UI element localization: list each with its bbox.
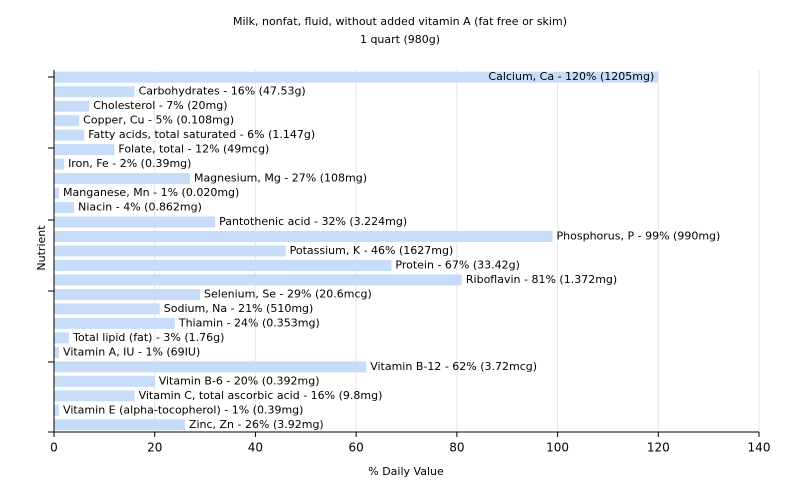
bar [54,375,155,387]
bar [54,216,216,228]
bar [54,231,553,243]
bar-label: Manganese, Mn - 1% (0.020mg) [63,186,239,199]
bar [54,100,90,112]
x-tick-label: 0 [50,441,58,455]
bar-label: Carbohydrates - 16% (47.53g) [139,85,306,98]
bar [54,173,190,185]
bar [54,288,201,300]
bar [54,71,659,83]
bar-label: Pantothenic acid - 32% (3.224mg) [219,215,407,228]
bar-label: Calcium, Ca - 120% (1205mg) [488,70,654,83]
bar-label: Selenium, Se - 29% (20.6mcg) [204,287,372,300]
bar-label: Protein - 67% (33.42g) [395,258,520,271]
bar-label: Vitamin A, IU - 1% (69IU) [63,345,200,358]
x-tick-label: 20 [147,441,162,455]
bar-label: Phosphorus, P - 99% (990mg) [557,230,721,243]
bar-label: Fatty acids, total saturated - 6% (1.147… [88,128,315,141]
x-axis-label: % Daily Value [368,465,444,478]
x-tick-label: 140 [748,441,771,455]
bar [54,303,160,315]
bar-label: Vitamin B-12 - 62% (3.72mcg) [370,360,537,373]
bar [54,404,60,416]
bar-label: Copper, Cu - 5% (0.108mg) [83,114,234,127]
bar-label: Sodium, Na - 21% (510mg) [164,302,314,315]
bar [54,361,367,373]
bar-label: Vitamin C, total ascorbic acid - 16% (9.… [139,389,383,402]
bar-label: Iron, Fe - 2% (0.39mg) [68,157,191,170]
y-axis-ticks [48,76,54,433]
bar-label: Vitamin E (alpha-tocopherol) - 1% (0.39m… [63,403,303,416]
bar [54,419,185,431]
bar-label: Folate, total - 12% (49mcg) [118,143,269,156]
bar [54,332,70,344]
bar-label: Niacin - 4% (0.862mg) [78,201,202,214]
bar [54,187,60,199]
bar [54,115,80,127]
bar [54,86,135,98]
x-tick-label: 60 [349,441,364,455]
bar [54,346,60,358]
bar-label: Total lipid (fat) - 3% (1.76g) [72,331,224,344]
bar-label: Zinc, Zn - 26% (3.92mg) [189,418,324,431]
chart-title: Milk, nonfat, fluid, without added vitam… [233,15,567,28]
x-tick-label: 40 [248,441,263,455]
bar [54,259,392,271]
bar [54,158,65,170]
bar [54,144,115,156]
bar [54,202,75,214]
bar-label: Riboflavin - 81% (1.372mg) [466,273,617,286]
bar [54,390,135,402]
bar-label: Cholesterol - 7% (20mg) [93,99,227,112]
x-tick-label: 120 [647,441,670,455]
bar-label: Potassium, K - 46% (1627mg) [290,244,454,257]
bar-label: Thiamin - 24% (0.353mg) [178,316,320,329]
x-tick-label: 80 [449,441,464,455]
y-axis-label: Nutrient [35,225,48,271]
bar [54,274,462,286]
chart-subtitle: 1 quart (980g) [360,33,440,46]
bar [54,129,85,141]
x-tick-label: 100 [546,441,569,455]
bar [54,245,286,257]
bar-label: Magnesium, Mg - 27% (108mg) [194,172,367,185]
bar-label: Vitamin B-6 - 20% (0.392mg) [159,374,320,387]
bar [54,317,175,329]
